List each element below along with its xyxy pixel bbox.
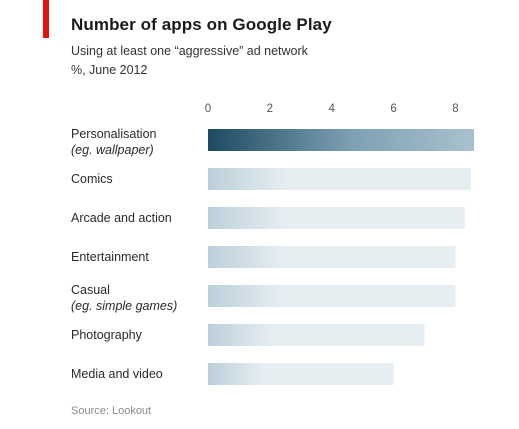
category-label: Personalisation <box>71 127 157 141</box>
subtitle-line-2: %, June 2012 <box>71 63 148 77</box>
brand-tag <box>43 0 49 38</box>
bar <box>208 168 471 190</box>
chart-title: Number of apps on Google Play <box>71 15 332 34</box>
x-tick-label: 4 <box>329 103 336 115</box>
category-label: Photography <box>71 328 143 342</box>
x-tick-label: 2 <box>267 103 273 115</box>
category-sublabel: (eg. wallpaper) <box>71 143 154 157</box>
category-label: Arcade and action <box>71 211 172 225</box>
x-tick-label: 8 <box>452 103 458 115</box>
category-sublabel: (eg. simple games) <box>71 299 177 313</box>
category-label: Comics <box>71 172 113 186</box>
bar <box>208 363 394 385</box>
category-label: Casual <box>71 283 110 297</box>
category-label: Media and video <box>71 367 163 381</box>
category-label: Entertainment <box>71 250 149 264</box>
bar <box>208 207 465 229</box>
subtitle-line-1: Using at least one “aggressive” ad netwo… <box>71 44 308 58</box>
x-tick-label: 0 <box>205 103 211 115</box>
chart-subtitle: Using at least one “aggressive” ad netwo… <box>71 42 308 80</box>
bar <box>208 324 425 346</box>
source-note: Source: Lookout <box>71 405 152 417</box>
bar <box>208 246 456 268</box>
bar <box>208 285 456 307</box>
bar <box>208 129 474 151</box>
x-tick-label: 6 <box>390 103 396 115</box>
